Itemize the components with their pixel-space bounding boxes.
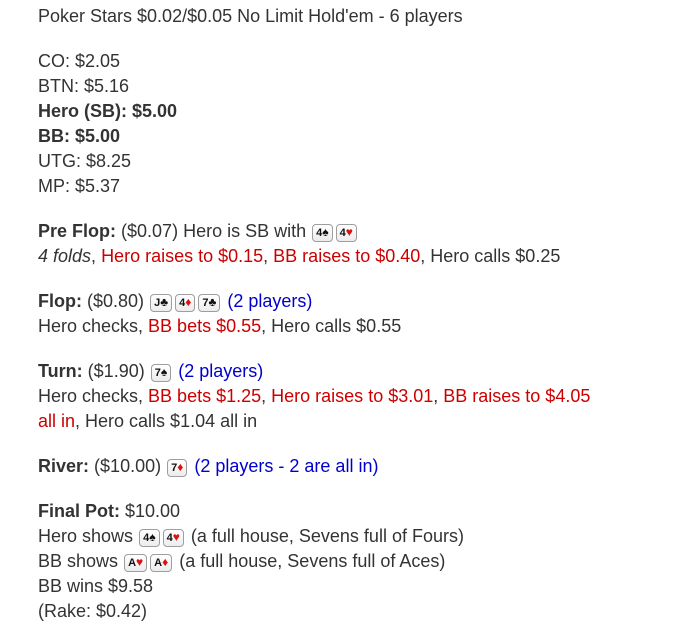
spade-icon: ♠ [322,225,329,239]
hero-shows-lead: Hero shows [38,526,134,546]
preflop-header: Pre Flop: ($0.07) Hero is SB with 4♠ 4♥ [38,219,700,244]
river-players-count: (2 players - 2 are all in) [194,456,379,476]
bb-shows-result: (a full house, Sevens full of Aces) [179,551,446,571]
flop-header: Flop: ($0.80) J♣ 4♦ 7♣ (2 players) [38,289,700,314]
card-rank: A [128,557,137,569]
club-icon: ♣ [208,295,217,309]
flop-pot: ($0.80) [87,291,145,311]
preflop-lead: Hero is SB with [183,221,307,241]
turn-players-count: (2 players) [178,361,264,381]
turn-header: Turn: ($1.90) 7♠ (2 players) [38,359,700,384]
spade-icon: ♠ [149,530,156,544]
summary-block: Final Pot: $10.00 Hero shows 4♠ 4♥ (a ful… [38,499,700,624]
seat-bb: BB: $5.00 [38,126,121,146]
hero-shows-result: (a full house, Sevens full of Fours) [190,526,464,546]
river-pot: ($10.00) [94,456,162,476]
card-rank: J [154,297,161,309]
card-badge-ah: A♥ [124,554,148,572]
flop-actions: Hero checks, BB bets $0.55, Hero calls $… [38,314,700,339]
preflop-pot: ($0.07) [121,221,179,241]
action-bb-bet: BB bets $0.55 [148,316,262,336]
card-badge-4s: 4♠ [312,224,333,242]
seat-btn: BTN: $5.16 [38,76,130,96]
card-badge-ad: A♦ [150,554,173,572]
preflop-actions: 4 folds, Hero raises to $0.15, BB raises… [38,244,700,269]
action-hero-call: , Hero calls $0.55 [261,316,402,336]
rake-line: (Rake: $0.42) [38,601,148,621]
card-rank: 4 [166,532,173,544]
card-rank: 7 [154,367,161,379]
card-rank: 4 [179,297,186,309]
heart-icon: ♥ [345,225,353,239]
action-hero-call: , Hero calls $0.25 [420,246,561,266]
winner-line: BB wins $9.58 [38,576,154,596]
final-pot-line: Final Pot: $10.00 [38,499,700,524]
action-separator: , [261,386,272,406]
final-pot-amount: $10.00 [125,501,181,521]
card-rank: 4 [143,532,150,544]
seat-mp: MP: $5.37 [38,176,121,196]
card-badge-jc: J♣ [150,294,173,312]
preflop-label: Pre Flop: [38,221,117,241]
heart-icon: ♥ [172,530,180,544]
spade-icon: ♠ [160,365,168,379]
seat-utg: UTG: $8.25 [38,151,132,171]
action-separator: , [263,246,274,266]
action-bb-raise: BB raises to $4.05 [443,386,591,406]
diamond-icon: ♦ [162,555,169,569]
card-rank: 4 [339,227,346,239]
action-all-in: all in [38,411,76,431]
diamond-icon: ♦ [177,460,184,474]
river-label: River: [38,456,90,476]
card-rank: A [154,557,163,569]
final-pot-label: Final Pot: [38,501,120,521]
action-bb-raise: BB raises to $0.40 [273,246,421,266]
action-hero-check: Hero checks, [38,316,149,336]
bb-shows-lead: BB shows [38,551,119,571]
turn-pot: ($1.90) [87,361,145,381]
flop-players-count: (2 players) [227,291,313,311]
card-badge-7c: 7♣ [198,294,221,312]
seat-co: CO: $2.05 [38,51,121,71]
river-header: River: ($10.00) 7♦ (2 players - 2 are al… [38,454,700,479]
action-separator: , [433,386,444,406]
action-hero-call-all-in: , Hero calls $1.04 all in [75,411,258,431]
seats-block: CO: $2.05 BTN: $5.16 Hero (SB): $5.00 BB… [38,49,700,199]
card-badge-7d: 7♦ [167,459,188,477]
header-block: Poker Stars $0.02/$0.05 No Limit Hold'em… [38,4,700,29]
card-badge-4d: 4♦ [175,294,196,312]
street-flop: Flop: ($0.80) J♣ 4♦ 7♣ (2 players) Hero ch… [38,289,700,339]
card-rank: 4 [316,227,323,239]
action-hero-check: Hero checks, [38,386,149,406]
flop-label: Flop: [38,291,82,311]
street-river: River: ($10.00) 7♦ (2 players - 2 are al… [38,454,700,479]
action-hero-raise: Hero raises to $3.01 [271,386,434,406]
hero-shows-line: Hero shows 4♠ 4♥ (a full house, Sevens fu… [38,524,700,549]
bb-shows-line: BB shows A♥ A♦ (a full house, Sevens full… [38,549,700,574]
turn-actions: Hero checks, BB bets $1.25, Hero raises … [38,384,700,434]
seat-hero-sb: Hero (SB): $5.00 [38,101,178,121]
card-badge-4s: 4♠ [139,529,160,547]
action-bb-bet: BB bets $1.25 [148,386,262,406]
card-badge-4h: 4♥ [335,224,357,242]
action-folds: 4 folds [38,246,92,266]
heart-icon: ♥ [136,555,144,569]
action-separator: , [91,246,102,266]
card-badge-4h: 4♥ [162,529,184,547]
card-badge-7s: 7♠ [150,364,172,382]
turn-label: Turn: [38,361,83,381]
action-hero-raise: Hero raises to $0.15 [101,246,264,266]
club-icon: ♣ [160,295,169,309]
street-turn: Turn: ($1.90) 7♠ (2 players) Hero checks… [38,359,700,434]
card-rank: 7 [171,462,178,474]
hand-title: Poker Stars $0.02/$0.05 No Limit Hold'em… [38,6,463,26]
diamond-icon: ♦ [185,295,192,309]
street-preflop: Pre Flop: ($0.07) Hero is SB with 4♠ 4♥ 4… [38,219,700,269]
card-rank: 7 [202,297,209,309]
